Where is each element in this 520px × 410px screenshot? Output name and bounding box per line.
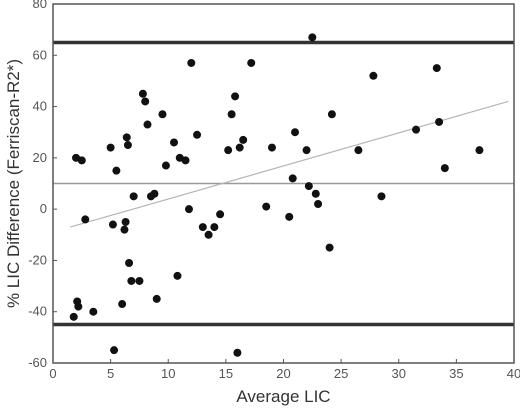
data-point bbox=[161, 161, 170, 170]
data-point bbox=[89, 307, 98, 316]
data-point bbox=[435, 117, 444, 126]
y-tick-label: 80 bbox=[33, 0, 47, 11]
y-axis-ticks: -60 -40 -20 0 20 40 60 80 bbox=[28, 0, 57, 370]
y-axis-label: % LIC Difference (Ferriscan-R2*) bbox=[4, 59, 23, 308]
y-tick-label: 40 bbox=[33, 99, 47, 114]
x-tick-label: 40 bbox=[507, 366, 520, 381]
data-point bbox=[193, 130, 202, 139]
data-point bbox=[247, 58, 256, 67]
data-point bbox=[432, 64, 441, 73]
data-point bbox=[475, 146, 484, 155]
x-axis-label: Average LIC bbox=[236, 387, 330, 406]
data-point bbox=[302, 146, 311, 155]
data-point bbox=[412, 125, 421, 134]
data-point bbox=[285, 212, 294, 221]
data-point bbox=[288, 174, 297, 183]
data-point bbox=[112, 166, 121, 175]
data-point bbox=[74, 302, 83, 311]
data-point bbox=[121, 217, 130, 226]
x-axis-ticks: 0 5 10 15 20 25 30 35 40 bbox=[49, 359, 520, 381]
x-tick-label: 0 bbox=[49, 366, 56, 381]
x-tick-label: 5 bbox=[107, 366, 114, 381]
data-point bbox=[304, 182, 313, 191]
data-point bbox=[143, 120, 152, 129]
data-point bbox=[184, 205, 193, 214]
x-tick-label: 30 bbox=[392, 366, 406, 381]
y-tick-label: 0 bbox=[40, 201, 47, 216]
data-point bbox=[216, 210, 225, 219]
data-point bbox=[198, 223, 207, 232]
data-point bbox=[227, 110, 236, 119]
data-point bbox=[170, 138, 179, 147]
data-point bbox=[224, 146, 233, 155]
data-point bbox=[81, 215, 90, 224]
data-point bbox=[108, 220, 117, 229]
data-point bbox=[327, 110, 336, 119]
data-point bbox=[158, 110, 167, 119]
data-point bbox=[311, 189, 320, 198]
data-point bbox=[354, 146, 363, 155]
data-point bbox=[377, 192, 386, 201]
data-point bbox=[125, 258, 134, 267]
data-point bbox=[69, 312, 78, 321]
data-point bbox=[262, 202, 271, 211]
data-point bbox=[152, 294, 161, 303]
data-point bbox=[204, 230, 213, 239]
data-point bbox=[118, 300, 127, 309]
data-point bbox=[233, 348, 242, 357]
data-point bbox=[308, 33, 317, 42]
data-point bbox=[325, 243, 334, 252]
data-point bbox=[110, 346, 119, 355]
data-points bbox=[69, 33, 484, 357]
data-point bbox=[314, 200, 323, 209]
data-point bbox=[239, 135, 248, 144]
data-point bbox=[369, 71, 378, 80]
data-point bbox=[150, 189, 159, 198]
data-point bbox=[181, 156, 190, 165]
reference-lines bbox=[53, 40, 514, 327]
data-point bbox=[291, 128, 300, 137]
data-point bbox=[210, 223, 219, 232]
data-point bbox=[120, 225, 129, 234]
x-tick-label: 25 bbox=[334, 366, 348, 381]
y-tick-label: 20 bbox=[33, 150, 47, 165]
x-tick-label: 10 bbox=[161, 366, 175, 381]
data-point bbox=[122, 133, 131, 142]
data-point bbox=[235, 143, 244, 152]
data-point bbox=[231, 92, 240, 101]
data-point bbox=[106, 143, 115, 152]
data-point bbox=[173, 271, 182, 280]
data-point bbox=[187, 58, 196, 67]
y-tick-label: -60 bbox=[28, 355, 47, 370]
data-point bbox=[135, 276, 144, 285]
data-point bbox=[440, 164, 449, 173]
data-point bbox=[77, 156, 86, 165]
data-point bbox=[141, 97, 150, 106]
data-point bbox=[129, 192, 138, 201]
x-tick-label: 15 bbox=[219, 366, 233, 381]
data-point bbox=[127, 276, 136, 285]
x-tick-label: 35 bbox=[449, 366, 463, 381]
y-tick-label: -20 bbox=[28, 252, 47, 267]
y-tick-label: -40 bbox=[28, 304, 47, 319]
x-tick-label: 20 bbox=[276, 366, 290, 381]
data-point bbox=[138, 89, 147, 98]
data-point bbox=[123, 141, 132, 150]
data-point bbox=[267, 143, 276, 152]
y-tick-label: 60 bbox=[33, 47, 47, 62]
